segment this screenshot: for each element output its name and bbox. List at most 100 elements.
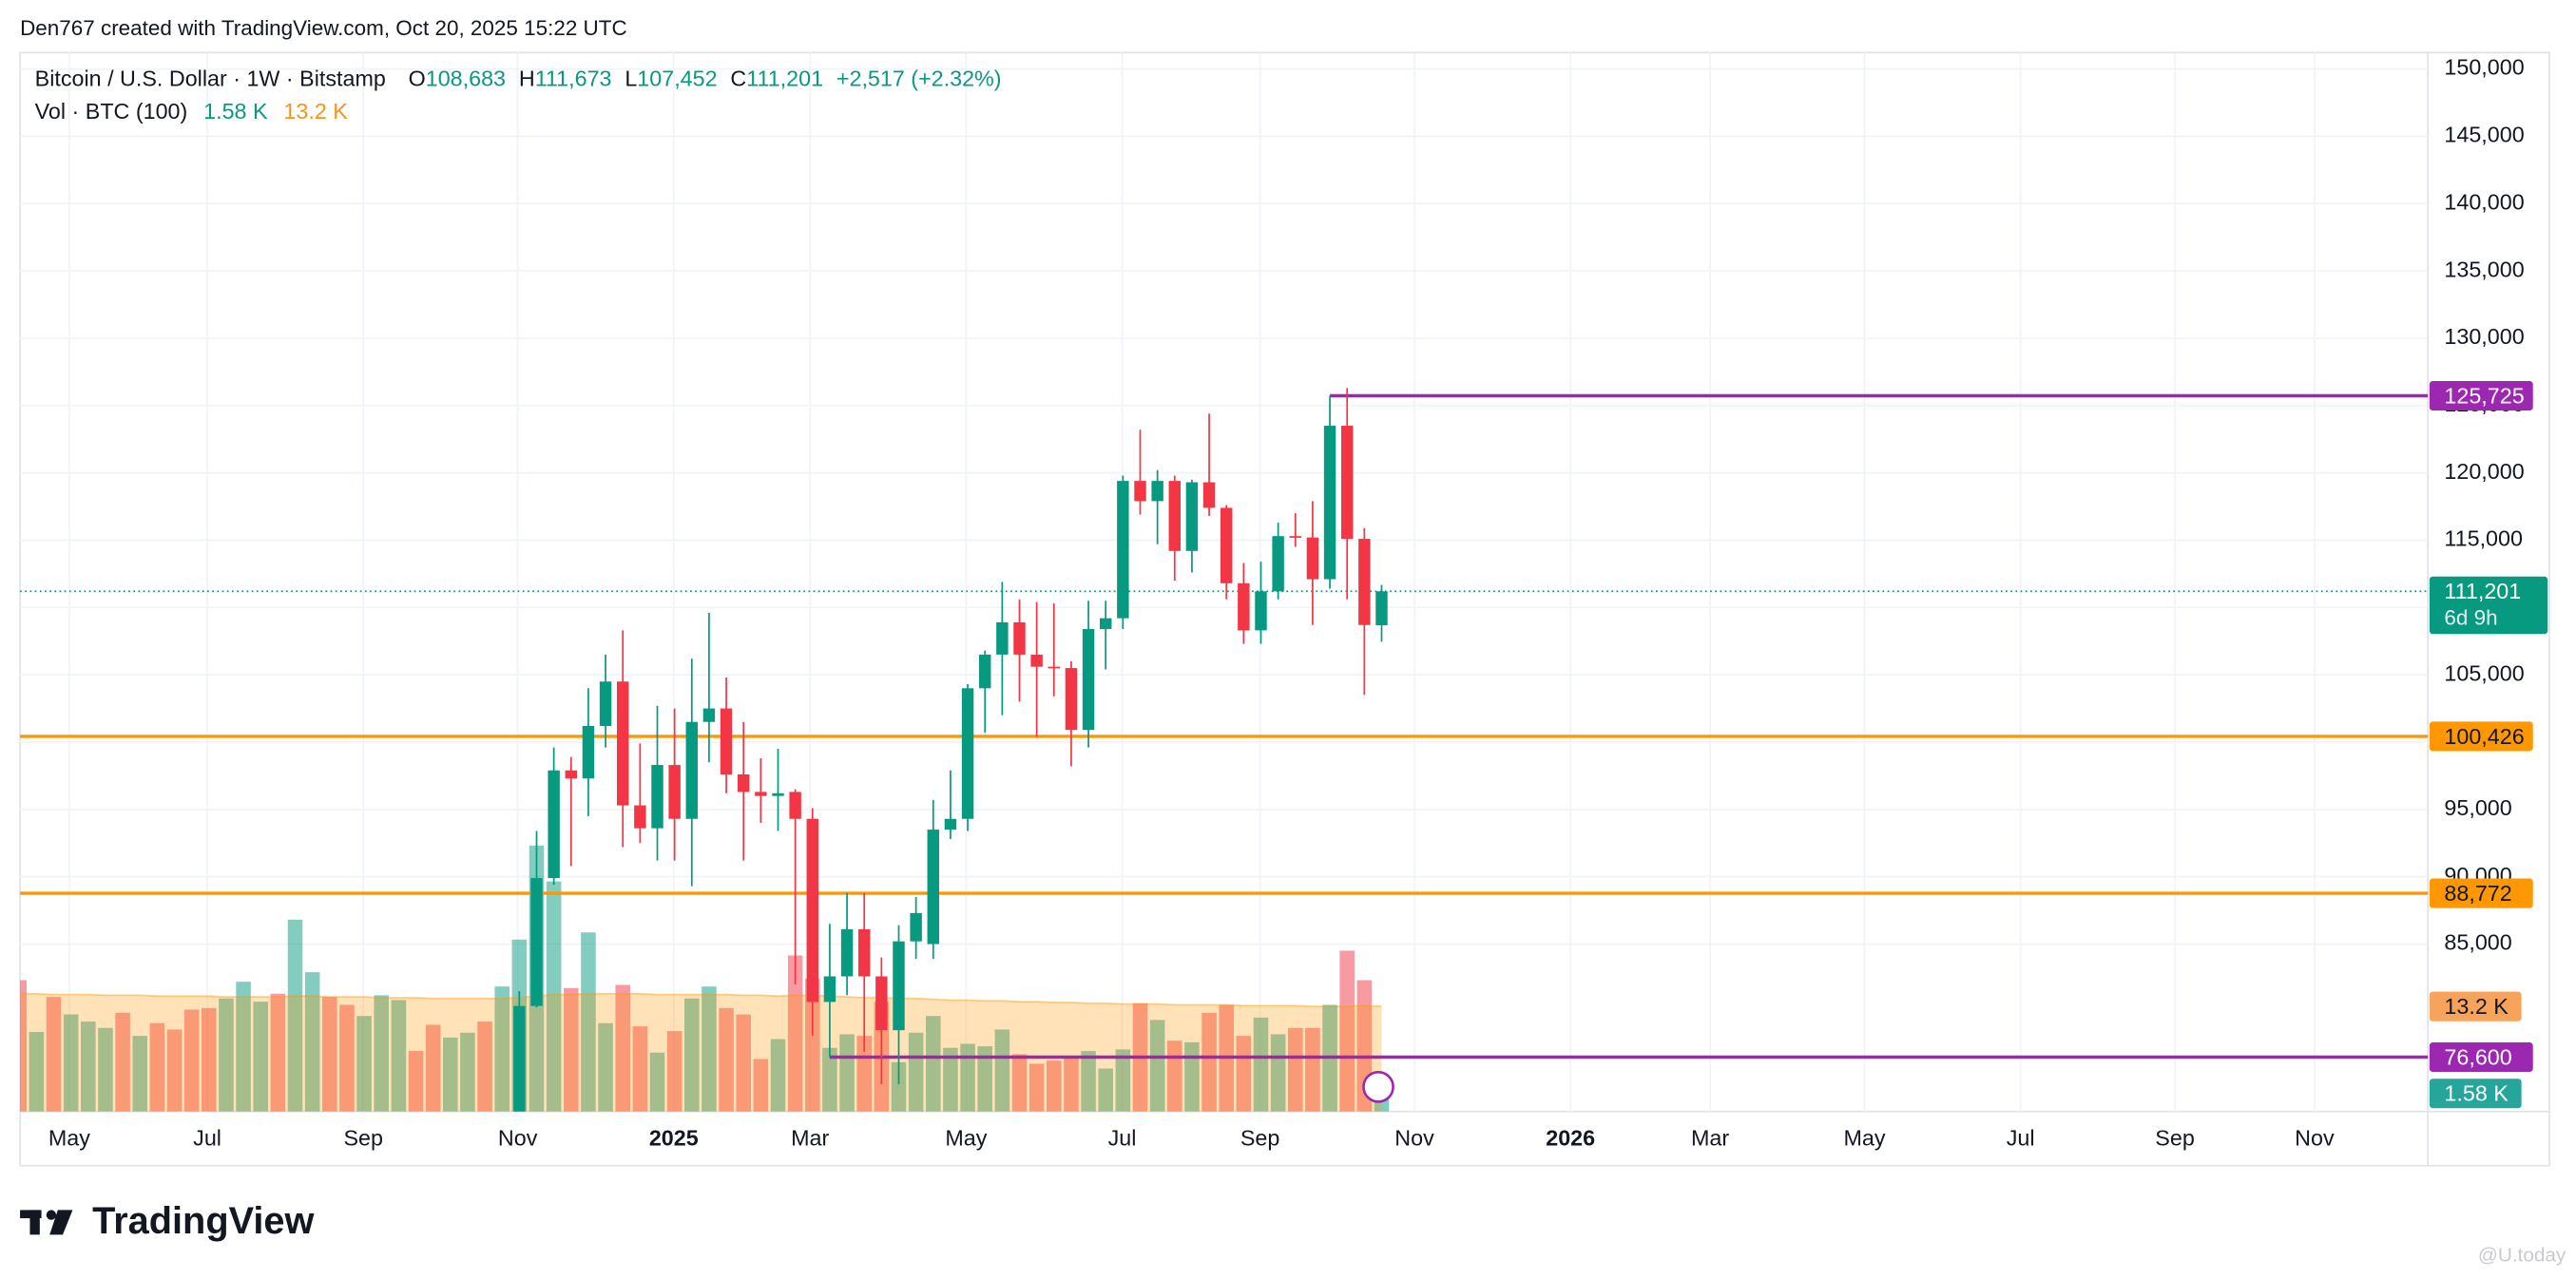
volume-bar: [1339, 950, 1355, 1112]
x-tick-label: May: [1843, 1125, 1885, 1150]
ohlc-key: H: [519, 67, 535, 91]
candle-body: [1202, 482, 1216, 508]
candle-body: [1289, 536, 1301, 538]
volume-ma-line: [20, 992, 1382, 1008]
y-tick-label: 130,000: [2444, 324, 2524, 349]
volume-bar: [391, 1000, 407, 1112]
volume-bar: [598, 1022, 613, 1112]
x-tick-label: Jul: [193, 1125, 221, 1150]
x-tick-label: Sep: [1240, 1125, 1279, 1150]
logo-shape: [29, 1210, 40, 1235]
candle-body: [548, 770, 560, 879]
ohlc-key: L: [625, 67, 637, 91]
symbol: Bitcoin / U.S. Dollar · 1W · Bitstamp: [35, 67, 386, 91]
volume-bar: [1305, 1027, 1320, 1112]
level-label-box: [2429, 721, 2533, 752]
candle-body: [616, 681, 629, 806]
level-label-box: [2429, 1041, 2533, 1073]
volume-bar: [425, 1024, 441, 1112]
volume-bar: [236, 982, 251, 1112]
volume-bar: [649, 1052, 665, 1112]
volume-bar: [1047, 1060, 1062, 1112]
volume-bar: [460, 1032, 475, 1112]
candle-body: [1238, 582, 1250, 631]
x-tick-label: Nov: [2295, 1125, 2335, 1150]
volume-bar: [1270, 1034, 1286, 1112]
axes: 85,00090,00095,000100,000105,000110,0001…: [48, 55, 2548, 1150]
x-tick-label: Jul: [2007, 1125, 2035, 1150]
volume-ma-label: 13.2 K: [2444, 994, 2509, 1019]
x-tick-label: Mar: [791, 1125, 829, 1150]
candle-body: [857, 928, 871, 977]
frame: [19, 51, 2550, 1167]
volume-bar: [166, 1029, 183, 1112]
volume-ma-value: 13.2 K: [283, 99, 348, 124]
volume-bar: [1098, 1068, 1113, 1112]
ohlc-value: 111,201: [746, 67, 823, 91]
candle-body: [702, 708, 716, 722]
volume-label: 1.58 K: [2444, 1081, 2509, 1106]
volume-bar: [1288, 1027, 1303, 1112]
volume-ma-area: [20, 993, 1382, 1112]
x-tick-label: Nov: [498, 1125, 538, 1150]
candle-body: [1340, 426, 1354, 540]
y-tick-label: 105,000: [2444, 660, 2524, 685]
candle-body: [944, 818, 957, 830]
ohlc-value: 108,683: [426, 67, 506, 91]
volume-ma-box: [2429, 991, 2522, 1021]
x-tick-label: Nov: [1394, 1125, 1434, 1150]
candle-body: [1082, 628, 1095, 731]
volume-bar: [1115, 1049, 1131, 1112]
volume-bar: [149, 1022, 165, 1112]
countdown: 6d 9h: [2444, 606, 2497, 630]
volume-bar: [63, 1014, 79, 1112]
candle-body: [651, 765, 663, 829]
volume-bar: [253, 1002, 269, 1112]
candle-body: [685, 721, 699, 819]
volume-bar: [632, 1026, 648, 1112]
level-label-box: [2429, 380, 2533, 411]
candle-body: [1323, 426, 1336, 580]
volume-box: [2429, 1079, 2522, 1109]
volume-bar: [1253, 1017, 1269, 1112]
candle-body: [1358, 539, 1371, 625]
candle-body: [1272, 536, 1284, 592]
volume-bar: [202, 1007, 217, 1112]
candle-body: [1065, 668, 1078, 731]
volume-title: Vol · BTC (100): [35, 99, 188, 124]
volume-bar: [805, 978, 820, 1112]
volume-bar: [564, 987, 579, 1112]
candle-body: [772, 792, 784, 796]
assistant-icon[interactable]: [1362, 1070, 1394, 1103]
volume-bar: [926, 1016, 941, 1112]
volume-bar: [408, 1051, 424, 1112]
volume-bar: [98, 1027, 113, 1112]
candle-body: [755, 792, 767, 796]
candle-body: [582, 725, 595, 779]
watermark: @U.today: [2478, 1244, 2566, 1266]
levels: [20, 393, 2429, 1059]
volume-bar: [29, 1031, 45, 1112]
logo: [20, 1210, 73, 1235]
candle-body: [927, 830, 940, 945]
x-tick-label: Jul: [1108, 1125, 1137, 1150]
volume-bar: [822, 1047, 837, 1112]
volume-bar: [356, 1016, 372, 1112]
x-tick-label: 2025: [649, 1125, 699, 1150]
volume-bar: [115, 1012, 130, 1112]
candle-body: [565, 770, 578, 779]
logo-shape: [49, 1210, 73, 1235]
ohlc-key: O: [409, 67, 426, 91]
volume-bar: [20, 980, 28, 1112]
candle-body: [1306, 537, 1319, 580]
level-label: 125,725: [2444, 383, 2524, 408]
volume-value: 1.58 K: [203, 99, 268, 124]
x-tick-label: 2026: [1546, 1125, 1595, 1150]
candle-body: [634, 805, 646, 829]
candle-body: [1030, 654, 1043, 667]
volume-bar: [1184, 1041, 1200, 1112]
credit: Den767 created with TradingView.com, Oct…: [20, 16, 627, 40]
volume-bar: [494, 986, 509, 1112]
candle-body: [599, 681, 612, 726]
